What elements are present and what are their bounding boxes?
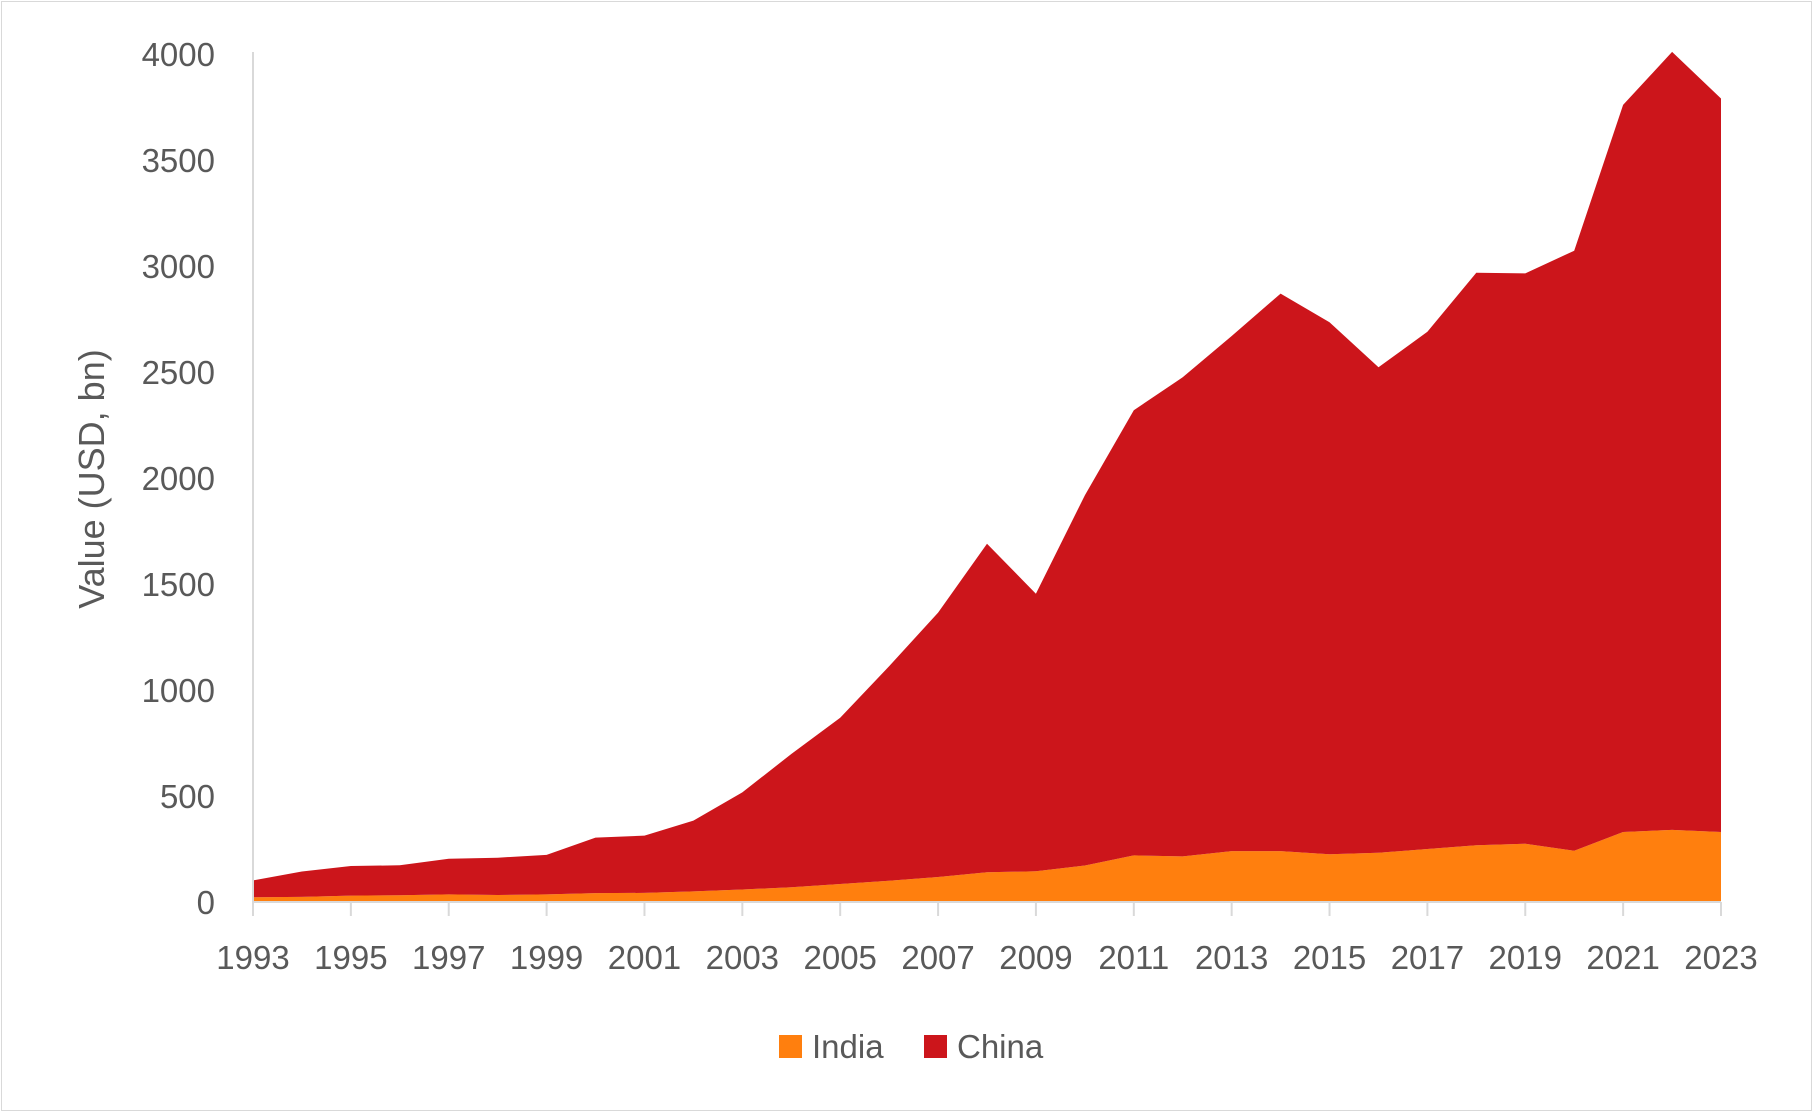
legend-swatch-china: [924, 1035, 947, 1058]
y-tick-label: 3500: [142, 142, 215, 179]
x-tick-label: 1995: [314, 939, 387, 976]
y-tick-label: 2000: [142, 460, 215, 497]
legend-label-china: China: [957, 1028, 1044, 1065]
x-tick-label: 1993: [216, 939, 289, 976]
axes: [252, 52, 1721, 903]
x-tick-label: 2011: [1098, 939, 1169, 976]
plot-area: [253, 51, 1721, 902]
x-axis-ticks: 1993 1995 1997 1999 2001 2003 2005 2007 2009 2011…: [216, 902, 1758, 976]
x-tick-label: 2009: [999, 939, 1072, 976]
x-tick-label: 2003: [706, 939, 779, 976]
legend: India China: [779, 1028, 1044, 1065]
x-tick-label: 2023: [1684, 939, 1757, 976]
x-tick-label: 2019: [1489, 939, 1562, 976]
y-tick-label: 500: [160, 778, 215, 815]
y-tick-label: 4000: [142, 36, 215, 73]
y-tick-label: 1000: [142, 672, 215, 709]
x-tick-label: 1997: [412, 939, 485, 976]
y-tick-label: 3000: [142, 248, 215, 285]
legend-swatch-india: [779, 1035, 802, 1058]
x-tick-label: 2017: [1391, 939, 1464, 976]
y-tick-label: 1500: [142, 566, 215, 603]
x-tick-label: 2005: [803, 939, 876, 976]
y-tick-label: 2500: [142, 354, 215, 391]
area-series-china: [253, 51, 1721, 898]
x-tick-label: 1999: [510, 939, 583, 976]
y-axis-ticks: 0 500 1000 1500 2000 2500 3000 3500 4000: [142, 36, 215, 921]
x-tick-label: 2007: [901, 939, 974, 976]
x-tick-label: 2001: [608, 939, 681, 976]
y-axis-title: Value (USD, bn): [71, 349, 112, 608]
x-tick-label: 2015: [1293, 939, 1366, 976]
area-series-india: [253, 829, 1721, 902]
x-tick-label: 2013: [1195, 939, 1268, 976]
y-tick-label: 0: [197, 884, 215, 921]
legend-label-india: India: [812, 1028, 884, 1065]
x-tick-label: 2021: [1586, 939, 1659, 976]
